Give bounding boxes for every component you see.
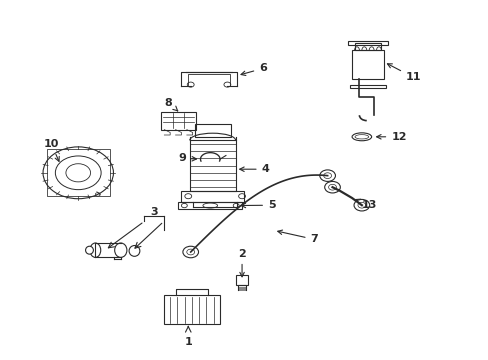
Circle shape (353, 199, 369, 211)
Ellipse shape (90, 243, 101, 257)
Text: 8: 8 (164, 98, 177, 111)
Text: 3: 3 (150, 207, 158, 217)
Text: 10: 10 (43, 139, 59, 161)
Text: 12: 12 (376, 132, 406, 142)
Circle shape (319, 170, 335, 181)
Text: 11: 11 (386, 64, 421, 82)
Text: 2: 2 (238, 249, 245, 277)
Text: 7: 7 (277, 230, 318, 244)
Circle shape (183, 246, 198, 258)
Text: 1: 1 (184, 337, 192, 347)
Text: 13: 13 (355, 199, 376, 210)
Text: 6: 6 (241, 63, 266, 76)
Text: 4: 4 (239, 164, 269, 174)
Text: 9: 9 (178, 153, 196, 163)
Ellipse shape (85, 246, 93, 254)
Circle shape (324, 181, 340, 193)
Text: 5: 5 (241, 200, 275, 210)
